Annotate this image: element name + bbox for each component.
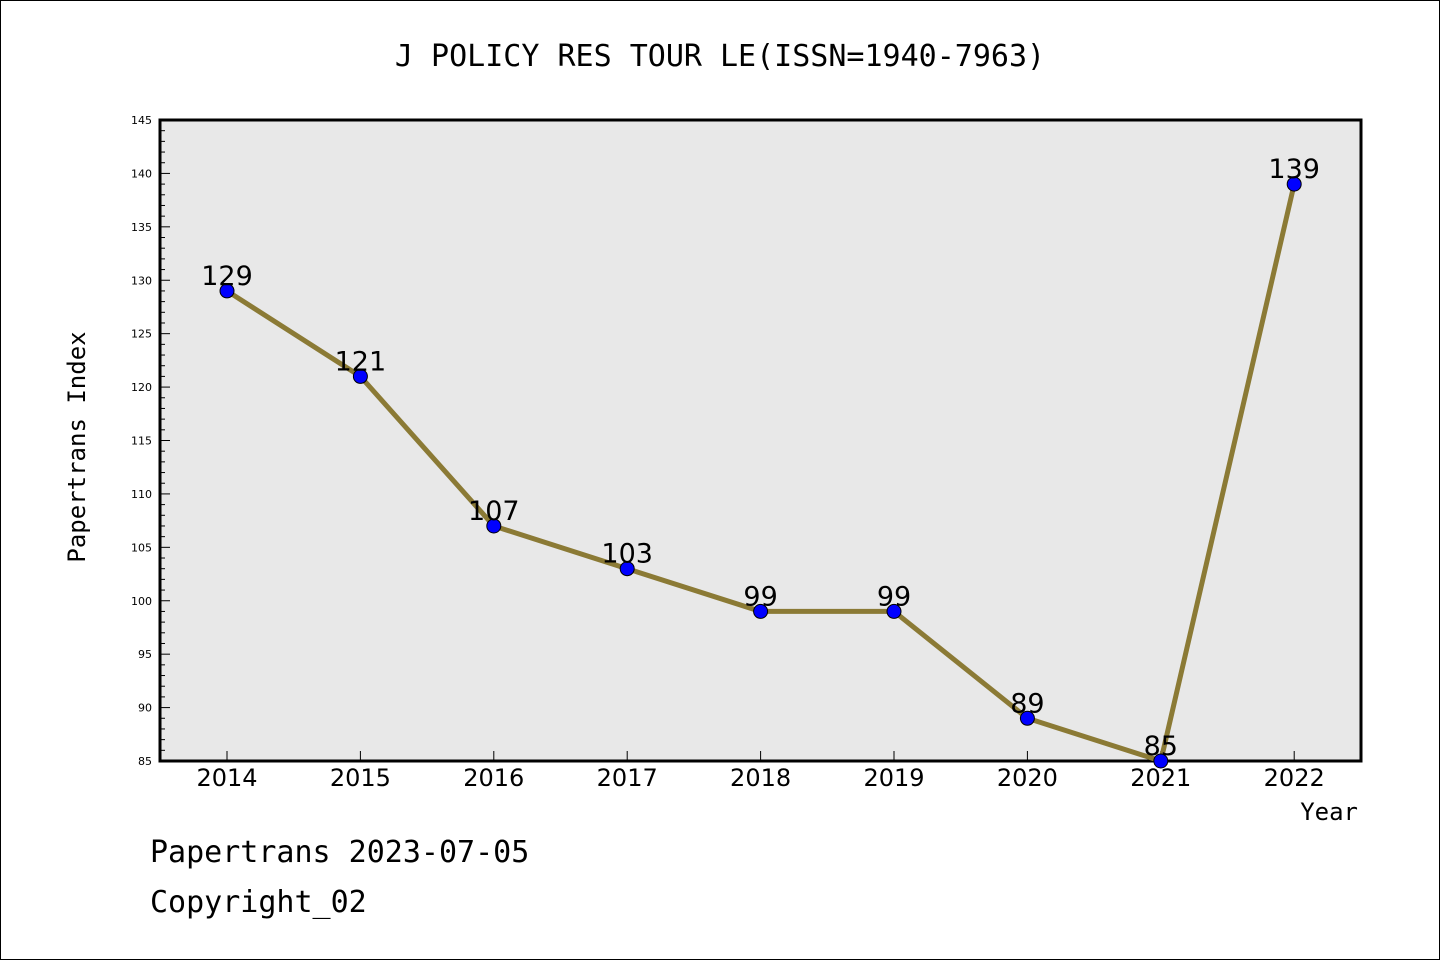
y-axis-label: Papertrans Index xyxy=(63,331,91,562)
data-label: 99 xyxy=(877,581,911,612)
y-tick-label: 140 xyxy=(131,167,152,180)
data-point xyxy=(1153,753,1169,769)
data-point xyxy=(352,368,368,384)
data-point xyxy=(486,518,502,534)
x-tick-label: 2014 xyxy=(196,764,257,792)
y-tick-label: 95 xyxy=(138,648,152,661)
x-tick-label: 2015 xyxy=(330,764,391,792)
y-tick-label: 85 xyxy=(138,755,152,768)
y-axis: 85 90 95 100 105 110 115 120 125 130 135 140 145 xyxy=(131,114,170,768)
x-tick-label: 2020 xyxy=(997,764,1058,792)
plot-area xyxy=(158,118,1363,763)
x-tick-label: 2022 xyxy=(1264,764,1325,792)
x-tick-label: 2017 xyxy=(597,764,658,792)
data-point xyxy=(619,561,635,577)
data-label: 89 xyxy=(1010,688,1044,719)
data-label: 85 xyxy=(1144,731,1178,762)
footer-date: Papertrans 2023-07-05 xyxy=(150,835,530,870)
data-label: 121 xyxy=(335,346,387,377)
x-tick-label: 2016 xyxy=(463,764,524,792)
data-point xyxy=(219,283,235,299)
y-tick-label: 90 xyxy=(138,702,152,715)
y-tick-label: 125 xyxy=(131,328,152,341)
y-tick-label: 120 xyxy=(131,381,152,394)
data-label: 107 xyxy=(468,496,520,527)
data-point xyxy=(1286,176,1302,192)
y-tick-label: 105 xyxy=(131,541,152,554)
data-label: 99 xyxy=(743,581,777,612)
y-tick-label: 130 xyxy=(131,274,152,287)
data-label: 139 xyxy=(1268,154,1320,185)
y-tick-label: 145 xyxy=(131,114,152,127)
data-label: 103 xyxy=(601,539,653,570)
data-label: 129 xyxy=(201,261,253,292)
y-tick-label: 100 xyxy=(131,595,152,608)
chart-title: J POLICY RES TOUR LE(ISSN=1940-7963) xyxy=(395,39,1045,74)
x-axis: 2014 2015 2016 2017 2018 2019 2020 2021 2022 xyxy=(196,751,1325,792)
y-tick-label: 115 xyxy=(131,435,152,448)
x-tick-label: 2019 xyxy=(863,764,924,792)
data-point xyxy=(886,603,902,619)
x-tick-label: 2021 xyxy=(1130,764,1191,792)
data-point xyxy=(1019,710,1035,726)
y-tick-label: 110 xyxy=(131,488,152,501)
x-tick-label: 2018 xyxy=(730,764,791,792)
series-layer: 129 121 107 103 99 99 89 85 139 xyxy=(201,154,1320,769)
y-tick-label: 135 xyxy=(131,221,152,234)
data-point xyxy=(753,603,769,619)
footer-copyright: Copyright_02 xyxy=(150,885,367,920)
x-axis-label: Year xyxy=(1300,798,1358,826)
